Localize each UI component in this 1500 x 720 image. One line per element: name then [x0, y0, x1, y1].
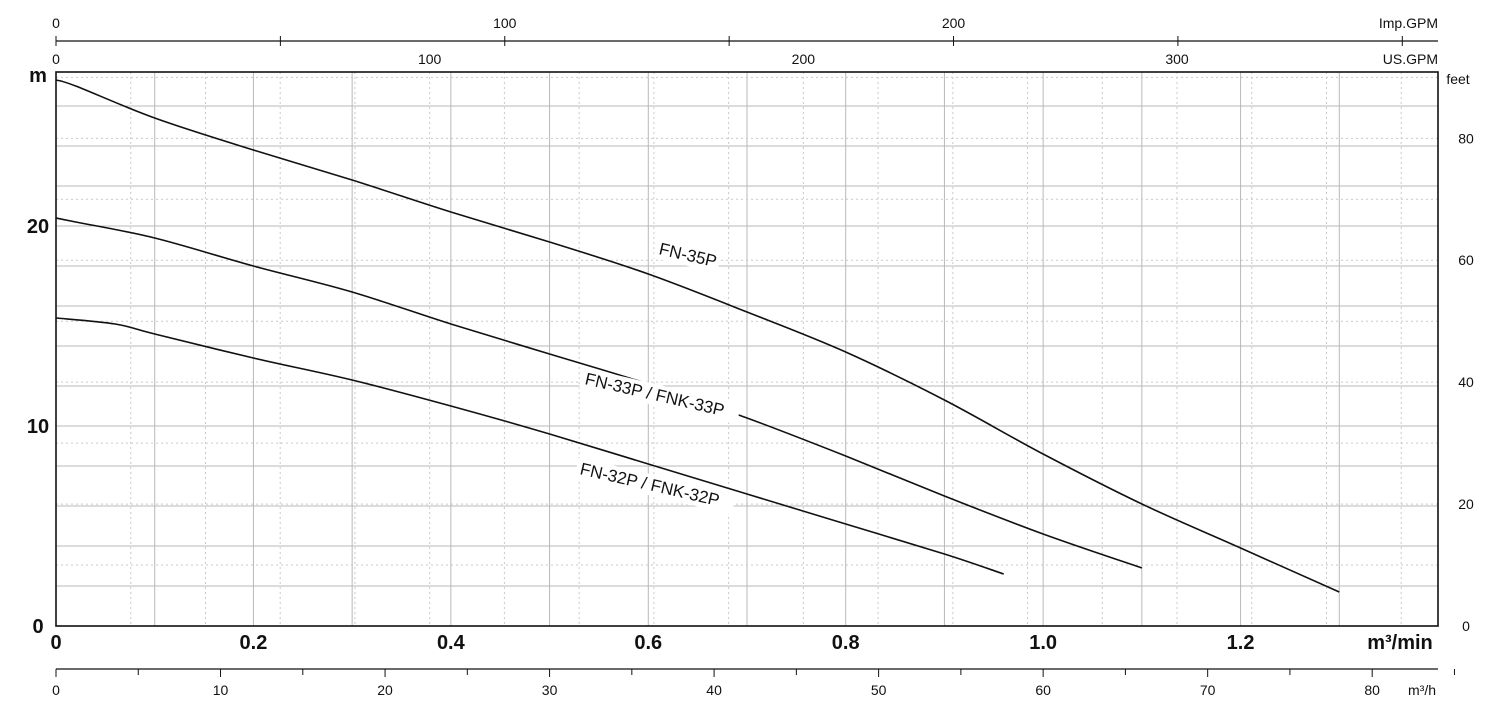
x-m3h-tick-label: 0	[52, 682, 60, 698]
y-right-tick-label: 40	[1458, 374, 1474, 390]
curve-fn-32p	[55, 317, 1004, 575]
x-m3h-tick-label: 30	[542, 682, 558, 698]
y-left-tick-label: 20	[27, 216, 49, 238]
x-usgpm-tick-label: 200	[792, 51, 816, 67]
y-right-tick-label: 60	[1458, 252, 1474, 268]
x-main-unit: m³/min	[1367, 632, 1433, 654]
x-impgpm-tick-label: 100	[493, 15, 517, 31]
curve-label-fn-32p: FN-32P / FNK-32P	[578, 459, 721, 510]
x-usgpm-tick-label: 100	[418, 51, 442, 67]
x-usgpm-tick-label: 300	[1165, 51, 1189, 67]
x-main-tick-label: 1.0	[1029, 632, 1057, 654]
x-main-tick-label: 1.2	[1227, 632, 1255, 654]
y-left-tick-label: 10	[27, 416, 49, 438]
curve-label-bg	[574, 457, 737, 515]
x-main-tick-label: 0	[50, 632, 61, 654]
curve-fn-33p	[55, 217, 1143, 569]
y-right-tick-label: 80	[1458, 130, 1474, 146]
x-m3h-tick-label: 40	[706, 682, 722, 698]
curve-label-fn-35p-group: FN-35P	[653, 237, 722, 273]
curves	[55, 79, 1340, 593]
x-usgpm-tick-label: 0	[52, 51, 60, 67]
grid	[56, 72, 1438, 626]
x-impgpm-unit: Imp.GPM	[1379, 15, 1438, 31]
y-right-tick-label: 0	[1462, 618, 1470, 634]
x-impgpm-tick-label: 0	[52, 15, 60, 31]
plot-frame	[55, 71, 1439, 627]
labels: FN-35P FN-33P / FNK-33P FN-32P / FNK-32P	[574, 237, 742, 515]
x-m3h-tick-label: 50	[871, 682, 887, 698]
x-m3h-tick-label: 60	[1035, 682, 1051, 698]
x-main-tick-label: 0.8	[832, 632, 860, 654]
y-right-unit: feet	[1446, 71, 1469, 87]
curve-label-fn-33p: FN-33P / FNK-33P	[583, 369, 726, 420]
curve-label-fn-33p-group: FN-33P / FNK-33P	[579, 367, 742, 425]
curve-label-bg	[653, 237, 722, 273]
curve-fn-35p	[55, 79, 1340, 593]
x-main-tick-label: 0.6	[634, 632, 662, 654]
y-left-unit: m	[29, 65, 47, 87]
x-m3h-tick-label: 10	[213, 682, 229, 698]
curve-label-bg	[579, 367, 742, 425]
y-right-tick-label: 20	[1458, 496, 1474, 512]
x-impgpm-tick-label: 200	[942, 15, 966, 31]
y-left-tick-label: 0	[32, 616, 43, 638]
x-main-tick-label: 0.4	[437, 632, 466, 654]
x-usgpm-unit: US.GPM	[1383, 51, 1438, 67]
x-m3h-unit: m³/h	[1408, 682, 1436, 698]
x-m3h-tick-label: 70	[1200, 682, 1216, 698]
x-m3h-tick-label: 20	[377, 682, 393, 698]
x-main-tick-label: 0.2	[240, 632, 268, 654]
x-m3h-tick-label: 80	[1364, 682, 1380, 698]
